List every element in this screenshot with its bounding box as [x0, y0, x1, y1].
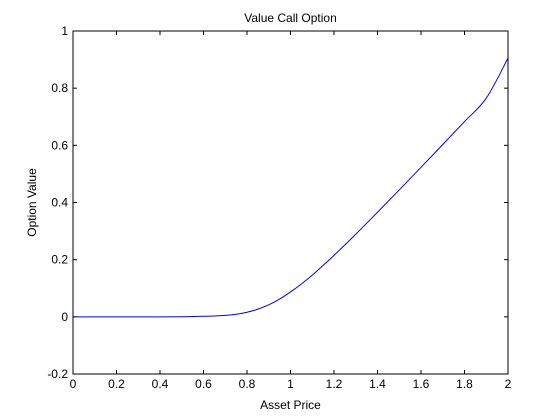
x-tick-label: 1.8 — [456, 377, 473, 391]
x-axis-label: Asset Price — [260, 398, 321, 412]
y-tick-label: 0.8 — [51, 81, 68, 95]
y-tick-label: 0 — [61, 310, 68, 324]
y-axis-label: Option Value — [25, 168, 39, 237]
option-value-line — [72, 57, 509, 318]
x-tick-label: 1.4 — [369, 377, 386, 391]
tick-labels: 0 0.2 0.4 0.6 0.8 1 1.2 1.4 1.6 1.8 2-0.200.20.40.… — [47, 24, 511, 391]
x-tick-label: 1.6 — [413, 377, 430, 391]
x-tick-label: 0.4 — [152, 377, 169, 391]
x-tick-label: 0.2 — [108, 377, 125, 391]
y-tick-label: 0.4 — [51, 196, 68, 210]
plot-area — [73, 31, 508, 374]
x-tick-label: 0.8 — [239, 377, 256, 391]
x-tick-label: 0 — [70, 377, 77, 391]
chart-title: Value Call Option — [244, 11, 337, 25]
x-tick-label: 2 — [505, 377, 512, 391]
plot-border — [72, 30, 509, 375]
y-tick-label: 0.6 — [51, 138, 68, 152]
y-tick-label: -0.2 — [47, 367, 68, 381]
x-tick-label: 1.2 — [326, 377, 343, 391]
x-tick-label: 1 — [287, 377, 294, 391]
y-tick-label: 1 — [61, 24, 68, 38]
x-tick-label: 0.6 — [195, 377, 212, 391]
y-tick-label: 0.2 — [51, 253, 68, 267]
